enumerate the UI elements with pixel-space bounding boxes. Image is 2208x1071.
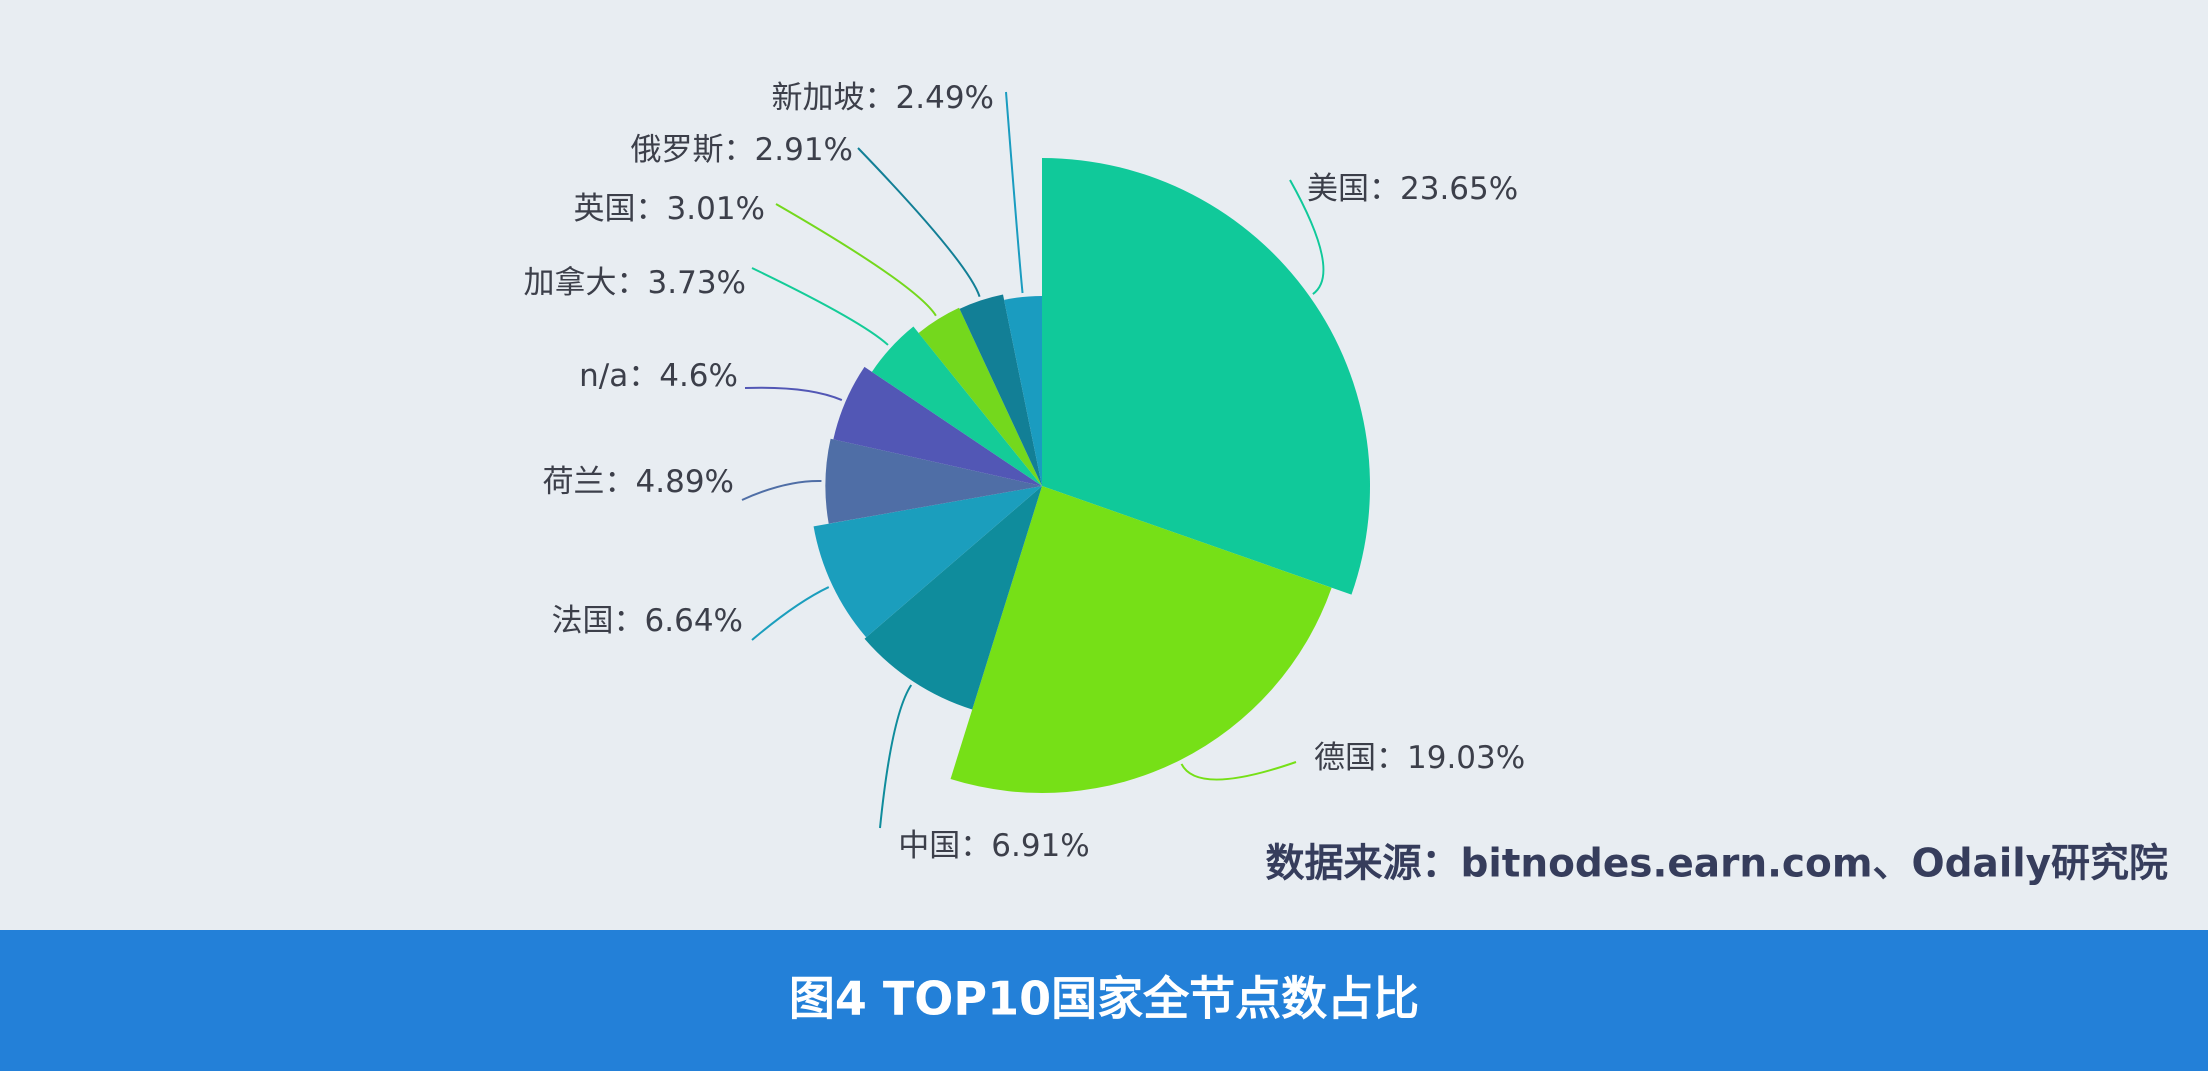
slice-value-label: ：4.6%	[628, 358, 738, 394]
rose-slice	[871, 326, 1042, 486]
slice-label: 法国：6.64%	[552, 603, 743, 639]
slice-category: 荷兰	[543, 464, 605, 500]
slice-label: 德国：19.03%	[1314, 740, 1525, 776]
rose-slice	[918, 307, 1042, 486]
slice-category: 英国	[574, 191, 636, 227]
leader-line	[857, 147, 981, 297]
rose-slice	[825, 438, 1042, 524]
title-band	[0, 930, 2208, 1071]
slice-label: 荷兰：4.89%	[543, 464, 734, 500]
leader-line	[879, 684, 913, 829]
slice-label: 英国：3.01%	[574, 191, 765, 227]
leader-line	[744, 386, 843, 401]
slice-category: n/a	[579, 358, 628, 394]
slice-category: 俄罗斯	[631, 132, 724, 168]
slice-value-label: ：6.64%	[614, 603, 743, 639]
leader-line	[751, 586, 830, 641]
rose-slice	[1004, 296, 1042, 486]
slice-category: 德国	[1314, 740, 1376, 776]
slice-category: 新加坡	[772, 80, 865, 116]
slice-label: 加拿大：3.73%	[524, 265, 746, 301]
slice-value-label: ：2.91%	[724, 132, 853, 168]
leader-line	[1005, 91, 1024, 294]
slice-label: 美国：23.65%	[1307, 171, 1518, 207]
slice-value-label: ：6.91%	[960, 828, 1089, 864]
leader-line	[1180, 761, 1297, 781]
slice-value-label: ：3.01%	[636, 191, 765, 227]
rose-slice	[959, 294, 1042, 486]
slice-label: 中国：6.91%	[898, 828, 1089, 864]
rose-slice	[833, 366, 1042, 486]
slice-category: 美国	[1307, 171, 1369, 207]
rose-slice	[1042, 158, 1370, 595]
slice-label: n/a：4.6%	[579, 358, 738, 394]
rose-slice	[864, 486, 1042, 710]
slice-value-label: ：4.89%	[605, 464, 734, 500]
slice-label: 新加坡：2.49%	[772, 80, 994, 116]
rose-slice	[813, 486, 1042, 638]
slice-category: 法国	[552, 603, 614, 639]
slice-value-label: ：2.49%	[865, 80, 994, 116]
slice-category: 加拿大	[524, 265, 617, 301]
slice-category: 中国	[898, 828, 960, 864]
leader-line	[751, 267, 889, 346]
slice-value-label: ：19.03%	[1376, 740, 1525, 776]
slice-value-label: ：3.73%	[617, 265, 746, 301]
leader-line	[1289, 179, 1325, 295]
rose-slice	[950, 486, 1332, 793]
slice-label: 俄罗斯：2.91%	[631, 132, 853, 168]
source-note: 数据来源：bitnodes.earn.com、Odaily研究院	[1265, 842, 2168, 887]
leader-line	[775, 203, 937, 317]
slice-value-label: ：23.65%	[1369, 171, 1518, 207]
leader-line	[741, 480, 822, 501]
chart-title: 图4 TOP10国家全节点数占比	[789, 972, 1419, 1026]
